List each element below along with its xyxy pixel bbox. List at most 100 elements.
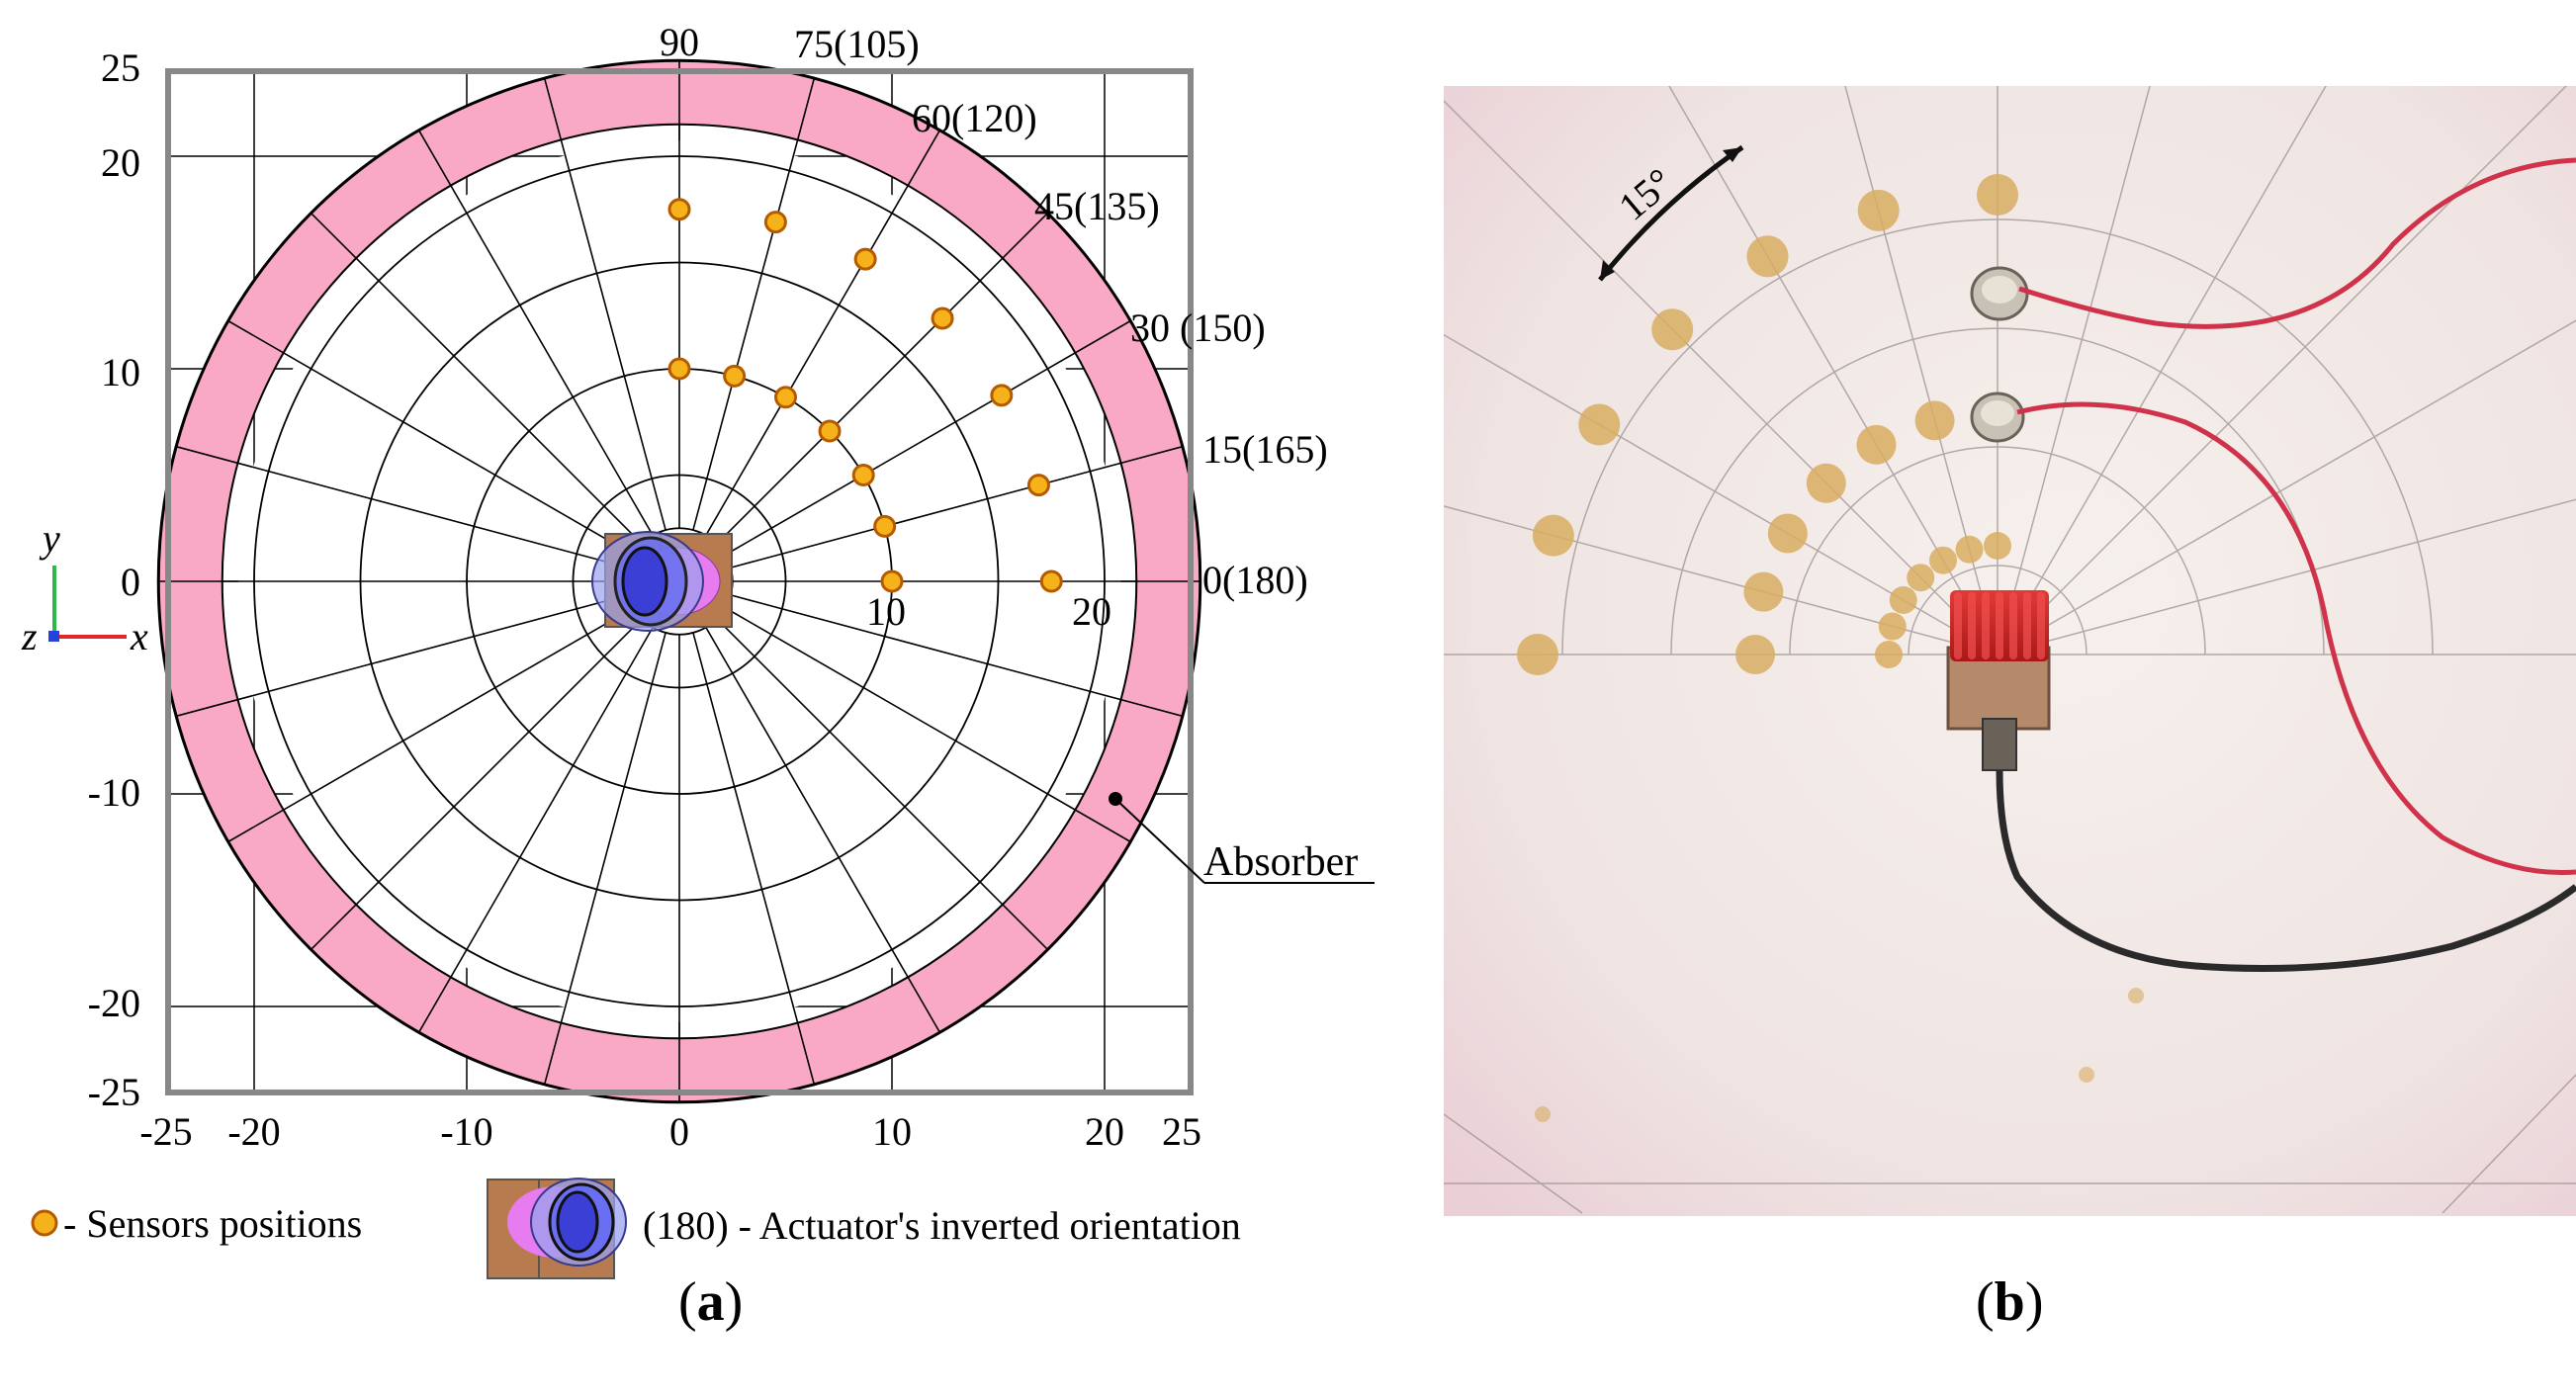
spot (1857, 189, 1900, 231)
sensor-spots (1517, 174, 2144, 1122)
polar-spoke (725, 319, 1131, 556)
x-axis-tick-labels: -25 -20 -10 0 10 20 25 (139, 1109, 1201, 1154)
axis-triad: y z x (21, 516, 148, 658)
actuator-rib (1968, 592, 1976, 659)
x-tick-neg20: -20 (227, 1109, 280, 1154)
angle-label-45: 45(135) (1034, 184, 1160, 228)
spot (1743, 571, 1784, 612)
polar-spoke (543, 632, 666, 1086)
contact-sensor-1 (1970, 157, 2576, 329)
triad-y-label: y (39, 516, 60, 561)
sensor-marker (818, 419, 842, 443)
triad-z-origin (48, 631, 59, 642)
guide-arc (1670, 327, 2325, 655)
y-tick-25: 25 (101, 45, 140, 90)
polar-spoke (725, 607, 1131, 843)
polar-spoke (716, 212, 1049, 545)
actuator-rib (2009, 592, 2017, 659)
polar-spoke (175, 594, 629, 718)
polar-spoke (730, 445, 1184, 568)
angle-label-15: 15(165) (1202, 427, 1328, 472)
angle-label-30: 30 (150) (1130, 306, 1266, 350)
actuator-blue-inner (621, 546, 668, 617)
actuator (591, 531, 733, 632)
spot (1806, 463, 1846, 503)
spot (1532, 514, 1574, 557)
sensor-marker (990, 384, 1014, 407)
actuator-ribs (1954, 592, 2045, 659)
angle-arc (1598, 144, 1744, 282)
actuator-rib (1996, 592, 2003, 659)
caption-b: (b) (1976, 1271, 2044, 1333)
spot (1517, 634, 1558, 675)
radial-labels: 10 20 (866, 589, 1111, 634)
legend: - Sensors positions (180) - Actuator's i… (31, 1178, 1241, 1279)
x-tick-20: 20 (1085, 1109, 1124, 1154)
spot (1984, 532, 2011, 560)
legend-actuator-icon (487, 1178, 627, 1279)
guide-arc (1908, 565, 2087, 655)
sensor-marker (774, 386, 797, 409)
y-tick-20: 20 (101, 140, 140, 185)
angle-arrowhead-2 (1723, 147, 1742, 162)
panel-b-photo: 15° (1444, 86, 2576, 1216)
y-tick-neg25: -25 (88, 1070, 140, 1114)
polar-grid (156, 58, 1202, 1104)
spot (1651, 308, 1694, 351)
guide-line (1997, 86, 2568, 655)
actuator-rib (1982, 592, 1990, 659)
stain (2128, 988, 2144, 1004)
sensor-marker (1039, 569, 1063, 593)
spot (1767, 513, 1808, 554)
polar-spoke (227, 607, 634, 843)
spot (1875, 641, 1903, 668)
legend-sensor-icon (31, 1209, 58, 1237)
contact-sensor-2 (1970, 392, 2576, 876)
spot (1929, 546, 1957, 574)
spot (1914, 400, 1955, 441)
angle-label-60: 60(120) (912, 96, 1037, 140)
y-tick-neg20: -20 (88, 981, 140, 1025)
radial-label-20: 20 (1072, 589, 1111, 634)
polar-spoke (730, 594, 1184, 718)
actuator-rib (2023, 592, 2031, 659)
absorber-leader (1114, 798, 1205, 884)
spot (1735, 635, 1775, 674)
guide-line (1997, 498, 2576, 655)
polar-spoke (417, 627, 654, 1033)
guide-line (2442, 1074, 2576, 1214)
absorber-label: Absorber (1203, 839, 1358, 885)
sensor-marker (723, 364, 747, 388)
guide-line (1997, 319, 2576, 655)
guide-arc (1789, 446, 2206, 655)
polar-spoke (705, 130, 941, 536)
sensor-marker (873, 514, 897, 538)
actuator-black-cable (1996, 769, 2576, 972)
sensor-marker (667, 357, 691, 381)
y-axis-tick-labels: 25 20 10 0 -10 -20 -25 (88, 45, 140, 1114)
polar-spoke (227, 319, 634, 556)
panel-a-plot: 25 20 10 0 -10 -20 -25 -25 -20 -10 0 10 … (21, 20, 1375, 1279)
spot (1907, 564, 1935, 592)
spot (1856, 424, 1897, 465)
polar-spoke (417, 130, 654, 536)
sensor-marker (667, 198, 691, 221)
angle-label-90: 90 (660, 20, 699, 64)
radial-label-10: 10 (866, 589, 906, 634)
absorber-callout: Absorber (1109, 792, 1375, 885)
sensor-markers (667, 198, 1063, 593)
spot (1977, 174, 2018, 216)
triad-z-label: z (21, 614, 38, 658)
x-tick-neg10: -10 (440, 1109, 492, 1154)
spot (1746, 235, 1789, 278)
legend-actuator-text: (180) - Actuator's inverted orientation (643, 1203, 1241, 1248)
stain (1535, 1106, 1551, 1122)
y-tick-neg10: -10 (88, 770, 140, 815)
polar-spoke (692, 632, 816, 1086)
spot (1578, 403, 1621, 446)
x-tick-0: 0 (669, 1109, 689, 1154)
legend-sensors-text: - Sensors positions (63, 1201, 362, 1246)
angle-label-75: 75(105) (794, 22, 920, 66)
y-tick-0: 0 (121, 560, 140, 604)
actuator-rib (1954, 592, 1962, 659)
